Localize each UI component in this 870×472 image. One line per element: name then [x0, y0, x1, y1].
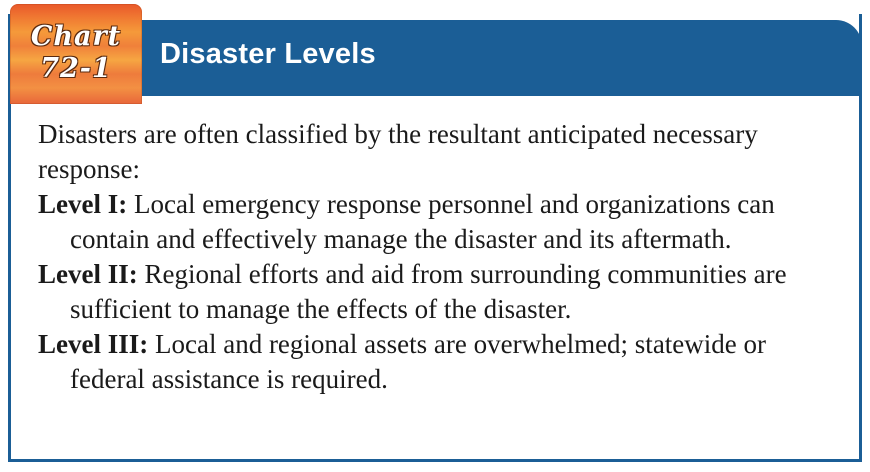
level-label: Level III: [38, 329, 149, 359]
chart-content: Disasters are often classified by the re… [38, 117, 838, 397]
level-item-2: Level II: Regional efforts and aid from … [38, 257, 838, 327]
badge-chart-word: Chart [30, 21, 122, 52]
level-item-1: Level I: Local emergency response person… [38, 187, 838, 257]
level-label: Level II: [38, 259, 138, 289]
level-description: Local and regional assets are overwhelme… [70, 329, 767, 394]
chart-number-badge: Chart 72-1 [10, 4, 142, 104]
level-description: Regional efforts and aid from surroundin… [70, 259, 787, 324]
level-label: Level I: [38, 189, 128, 219]
level-item-3: Level III: Local and regional assets are… [38, 327, 838, 397]
chart-title: Disaster Levels [160, 38, 376, 70]
badge-chart-number: 72-1 [40, 53, 112, 84]
header-bar [8, 20, 862, 96]
level-description: Local emergency response personnel and o… [70, 189, 775, 254]
intro-text: Disasters are often classified by the re… [38, 119, 758, 184]
